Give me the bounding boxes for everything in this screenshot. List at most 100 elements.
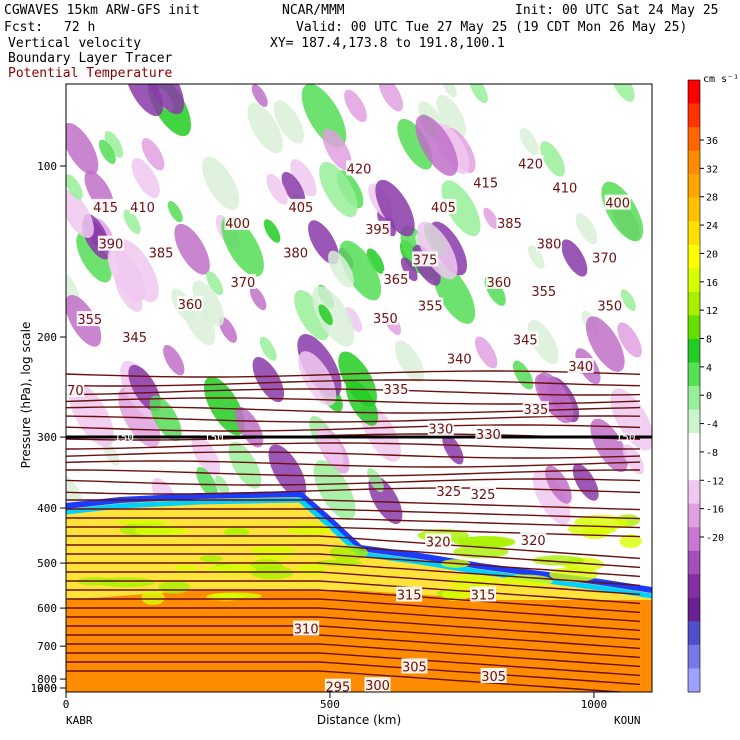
theta-label-bg (364, 220, 391, 236)
plot-frame (65, 83, 653, 693)
theta-label-bg (66, 382, 85, 398)
tracer-cell (250, 544, 297, 560)
theta-label: 385 (149, 247, 174, 262)
colorbar-swatch (688, 574, 700, 599)
theta-label: 400 (225, 217, 250, 232)
vertical-velocity-cell (259, 336, 277, 361)
vertical-velocity-cell (68, 382, 114, 447)
vertical-velocity-cell (192, 280, 225, 326)
colorbar-units: cm s⁻¹ (703, 74, 739, 85)
theta-label-bg (372, 309, 399, 325)
vertical-velocity-cell (298, 351, 337, 406)
colorbar-swatch (688, 127, 700, 152)
vertical-velocity-cell (215, 475, 230, 496)
vertical-velocity-cell (247, 102, 283, 154)
theta-label-bg (446, 350, 473, 366)
tracer-cell (173, 565, 199, 575)
theta-label-bg (604, 194, 631, 210)
theta-label-bg (382, 270, 409, 286)
theta-label-bg (485, 273, 512, 289)
vertical-velocity-cell (339, 240, 382, 301)
theta-label-bg (121, 329, 148, 345)
vertical-velocity-cell (66, 174, 83, 200)
y-axis-label: Pressure (hPa), log scale (19, 322, 33, 469)
theta-label: 295 (529, 704, 554, 719)
vertical-velocity-cell (610, 388, 652, 451)
vertical-velocity-cell (76, 231, 112, 283)
vertical-velocity-cell (417, 221, 458, 280)
colorbar-swatch (688, 291, 700, 316)
theta-label-bg (470, 586, 497, 602)
theta-contour (66, 607, 641, 632)
theta-contour (66, 451, 641, 459)
theta-contour (66, 508, 641, 520)
theta-contour (66, 625, 641, 650)
theta-label: 315 (471, 589, 496, 604)
theta-label: 355 (531, 285, 556, 300)
theta-label: 410 (552, 181, 577, 196)
vertical-velocity-cell (366, 248, 385, 274)
vertical-velocity-cell (620, 289, 636, 311)
forecast-hour: 72 h (64, 20, 96, 35)
theta-label: 380 (283, 247, 308, 262)
vertical-velocity-cell (378, 84, 404, 112)
tropopause-label: 150 (204, 431, 224, 444)
theta-contour (66, 370, 641, 378)
theta-label-bg (520, 531, 547, 547)
theta-label-bg (324, 678, 351, 692)
theta-label: 380 (537, 238, 562, 253)
y-tick-label: 500 (37, 557, 57, 570)
theta-label-bg (129, 198, 156, 214)
colorbar-tick-label: -12 (706, 476, 724, 487)
vertical-velocity-cell (66, 190, 94, 238)
theta-label: 340 (447, 352, 472, 367)
vertical-velocity-cell (131, 157, 160, 199)
theta-label: 390 (98, 238, 123, 253)
theta-label-bg (480, 667, 507, 683)
cross-section-endpoints: XY= 187.4,173.8 to 191.8,100.1 (270, 36, 505, 51)
y-tick-label: 900 (37, 682, 57, 695)
x-endpoint-right: KOUN (614, 714, 641, 727)
vertical-velocity-cell (590, 418, 628, 473)
vertical-velocity-cell (540, 141, 565, 177)
vertical-velocity-cell (98, 139, 116, 164)
theta-contour (66, 499, 641, 511)
theta-label: 320 (521, 534, 546, 549)
theta-label-bg (470, 486, 497, 502)
colorbar-swatch (688, 268, 700, 293)
org-label: NCAR/MMM (282, 3, 345, 18)
vertical-velocity-cell (532, 470, 571, 525)
colorbar-swatch (688, 527, 700, 552)
theta-label: 300 (365, 679, 390, 694)
theta-contour (66, 598, 641, 623)
colorbar-tick-label: -8 (706, 448, 718, 459)
colorbar-swatch (688, 150, 700, 175)
tracer-cell (223, 527, 250, 537)
vertical-velocity-cell (125, 84, 164, 117)
theta-label-bg (427, 420, 454, 436)
theta-label-bg (346, 160, 372, 176)
colorbar-swatch (688, 621, 700, 646)
theta-contour (66, 478, 641, 486)
theta-label: 395 (365, 223, 390, 238)
vertical-velocity-cell (301, 84, 347, 148)
theta-label-bg (530, 283, 557, 299)
theta-label: 330 (428, 423, 453, 438)
theta-label-bg (425, 533, 452, 549)
theta-label: 355 (77, 313, 102, 328)
theta-label-bg (293, 620, 320, 636)
vertical-velocity-cell (328, 250, 354, 288)
vertical-velocity-cell (441, 180, 481, 237)
tracer-cell (134, 524, 188, 538)
theta-label: 345 (122, 331, 147, 346)
vertical-velocity-cell (397, 118, 433, 170)
theta-label-bg (528, 702, 554, 717)
x-tick-label: 0 (63, 698, 70, 711)
tracer-cell (200, 555, 223, 563)
theta-contour (66, 469, 640, 477)
field-vertical-velocity: Vertical velocity (8, 36, 142, 51)
vertical-velocity-cell (104, 131, 124, 158)
colorbar-swatch (688, 221, 700, 246)
theta-label: 290 (281, 697, 306, 712)
theta-contour (66, 562, 641, 587)
